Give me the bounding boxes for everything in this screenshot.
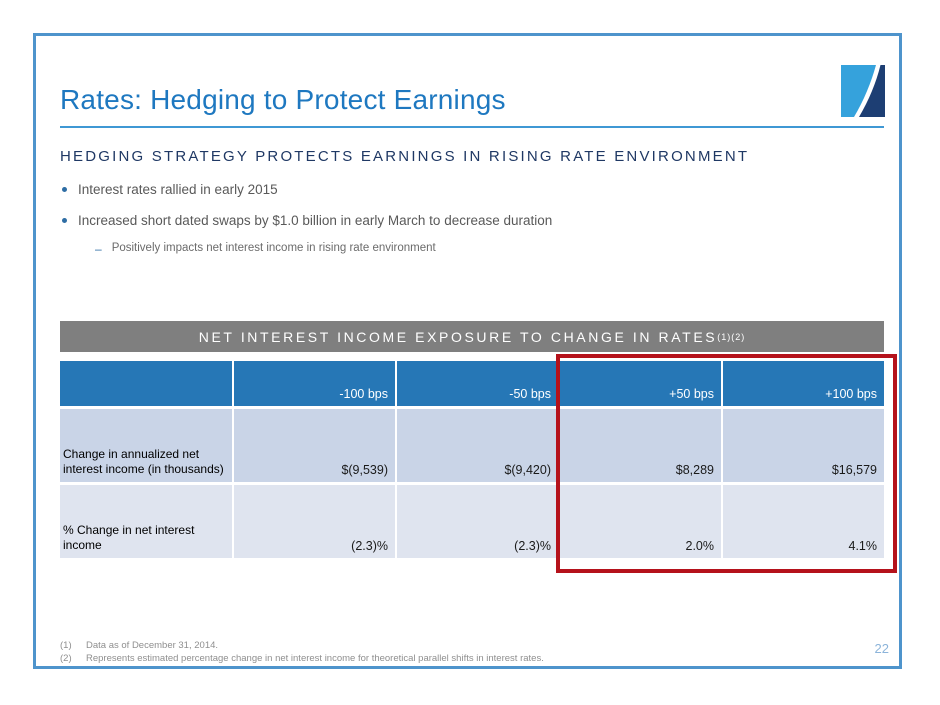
bullet-text: Interest rates rallied in early 2015 xyxy=(78,182,278,197)
table-header-minus100bps: -100 bps xyxy=(234,361,395,406)
bullet-item: Increased short dated swaps by $1.0 bill… xyxy=(60,212,760,230)
footnote-text: Data as of December 31, 2014. xyxy=(86,640,219,651)
table-cell: 4.1% xyxy=(723,485,884,558)
table-header-minus50bps: -50 bps xyxy=(397,361,558,406)
section-heading: HEDGING STRATEGY PROTECTS EARNINGS IN RI… xyxy=(60,148,750,165)
bullet-item: Interest rates rallied in early 2015 xyxy=(60,181,760,199)
table-header-plus100bps: +100 bps xyxy=(723,361,884,406)
footnotes: (1) Data as of December 31, 2014. (2) Re… xyxy=(60,639,780,666)
slide-title: Rates: Hedging to Protect Earnings xyxy=(60,84,506,115)
row-label: % Change in net interest income xyxy=(60,485,232,558)
rate-exposure-table: -100 bps -50 bps +50 bps +100 bps Change… xyxy=(60,361,884,558)
slide-border-frame xyxy=(33,33,902,669)
footnote-item: (1) Data as of December 31, 2014. xyxy=(60,639,780,652)
red-highlight-box xyxy=(556,354,897,573)
table-cell: $16,579 xyxy=(723,409,884,482)
footnote-item: (2) Represents estimated percentage chan… xyxy=(60,652,780,665)
table-cell: $(9,539) xyxy=(234,409,395,482)
bullet-dot-icon xyxy=(62,187,67,192)
footnote-number: (2) xyxy=(60,653,72,665)
table-cell: (2.3)% xyxy=(234,485,395,558)
table-banner-text: NET INTEREST INCOME EXPOSURE TO CHANGE I… xyxy=(198,328,718,345)
dash-icon: – xyxy=(95,242,102,256)
title-underline xyxy=(60,126,884,128)
table-cell: $8,289 xyxy=(560,409,721,482)
bullet-dot-icon xyxy=(62,218,67,223)
company-logo-icon xyxy=(841,65,885,117)
table-banner: NET INTEREST INCOME EXPOSURE TO CHANGE I… xyxy=(60,321,884,352)
row-label: Change in annualized net interest income… xyxy=(60,409,232,482)
footnote-text: Represents estimated percentage change i… xyxy=(86,653,544,665)
table-cell: 2.0% xyxy=(560,485,721,558)
footnote-number: (1) xyxy=(60,640,72,651)
bullet-text: Increased short dated swaps by $1.0 bill… xyxy=(78,213,553,228)
table-header-plus50bps: +50 bps xyxy=(560,361,721,406)
sub-bullet-item: – Positively impacts net interest income… xyxy=(95,241,735,257)
table-header-blank xyxy=(60,361,232,406)
table-cell: (2.3)% xyxy=(397,485,558,558)
page-number: 22 xyxy=(874,641,889,656)
table-cell: $(9,420) xyxy=(397,409,558,482)
sub-bullet-text: Positively impacts net interest income i… xyxy=(111,242,436,254)
